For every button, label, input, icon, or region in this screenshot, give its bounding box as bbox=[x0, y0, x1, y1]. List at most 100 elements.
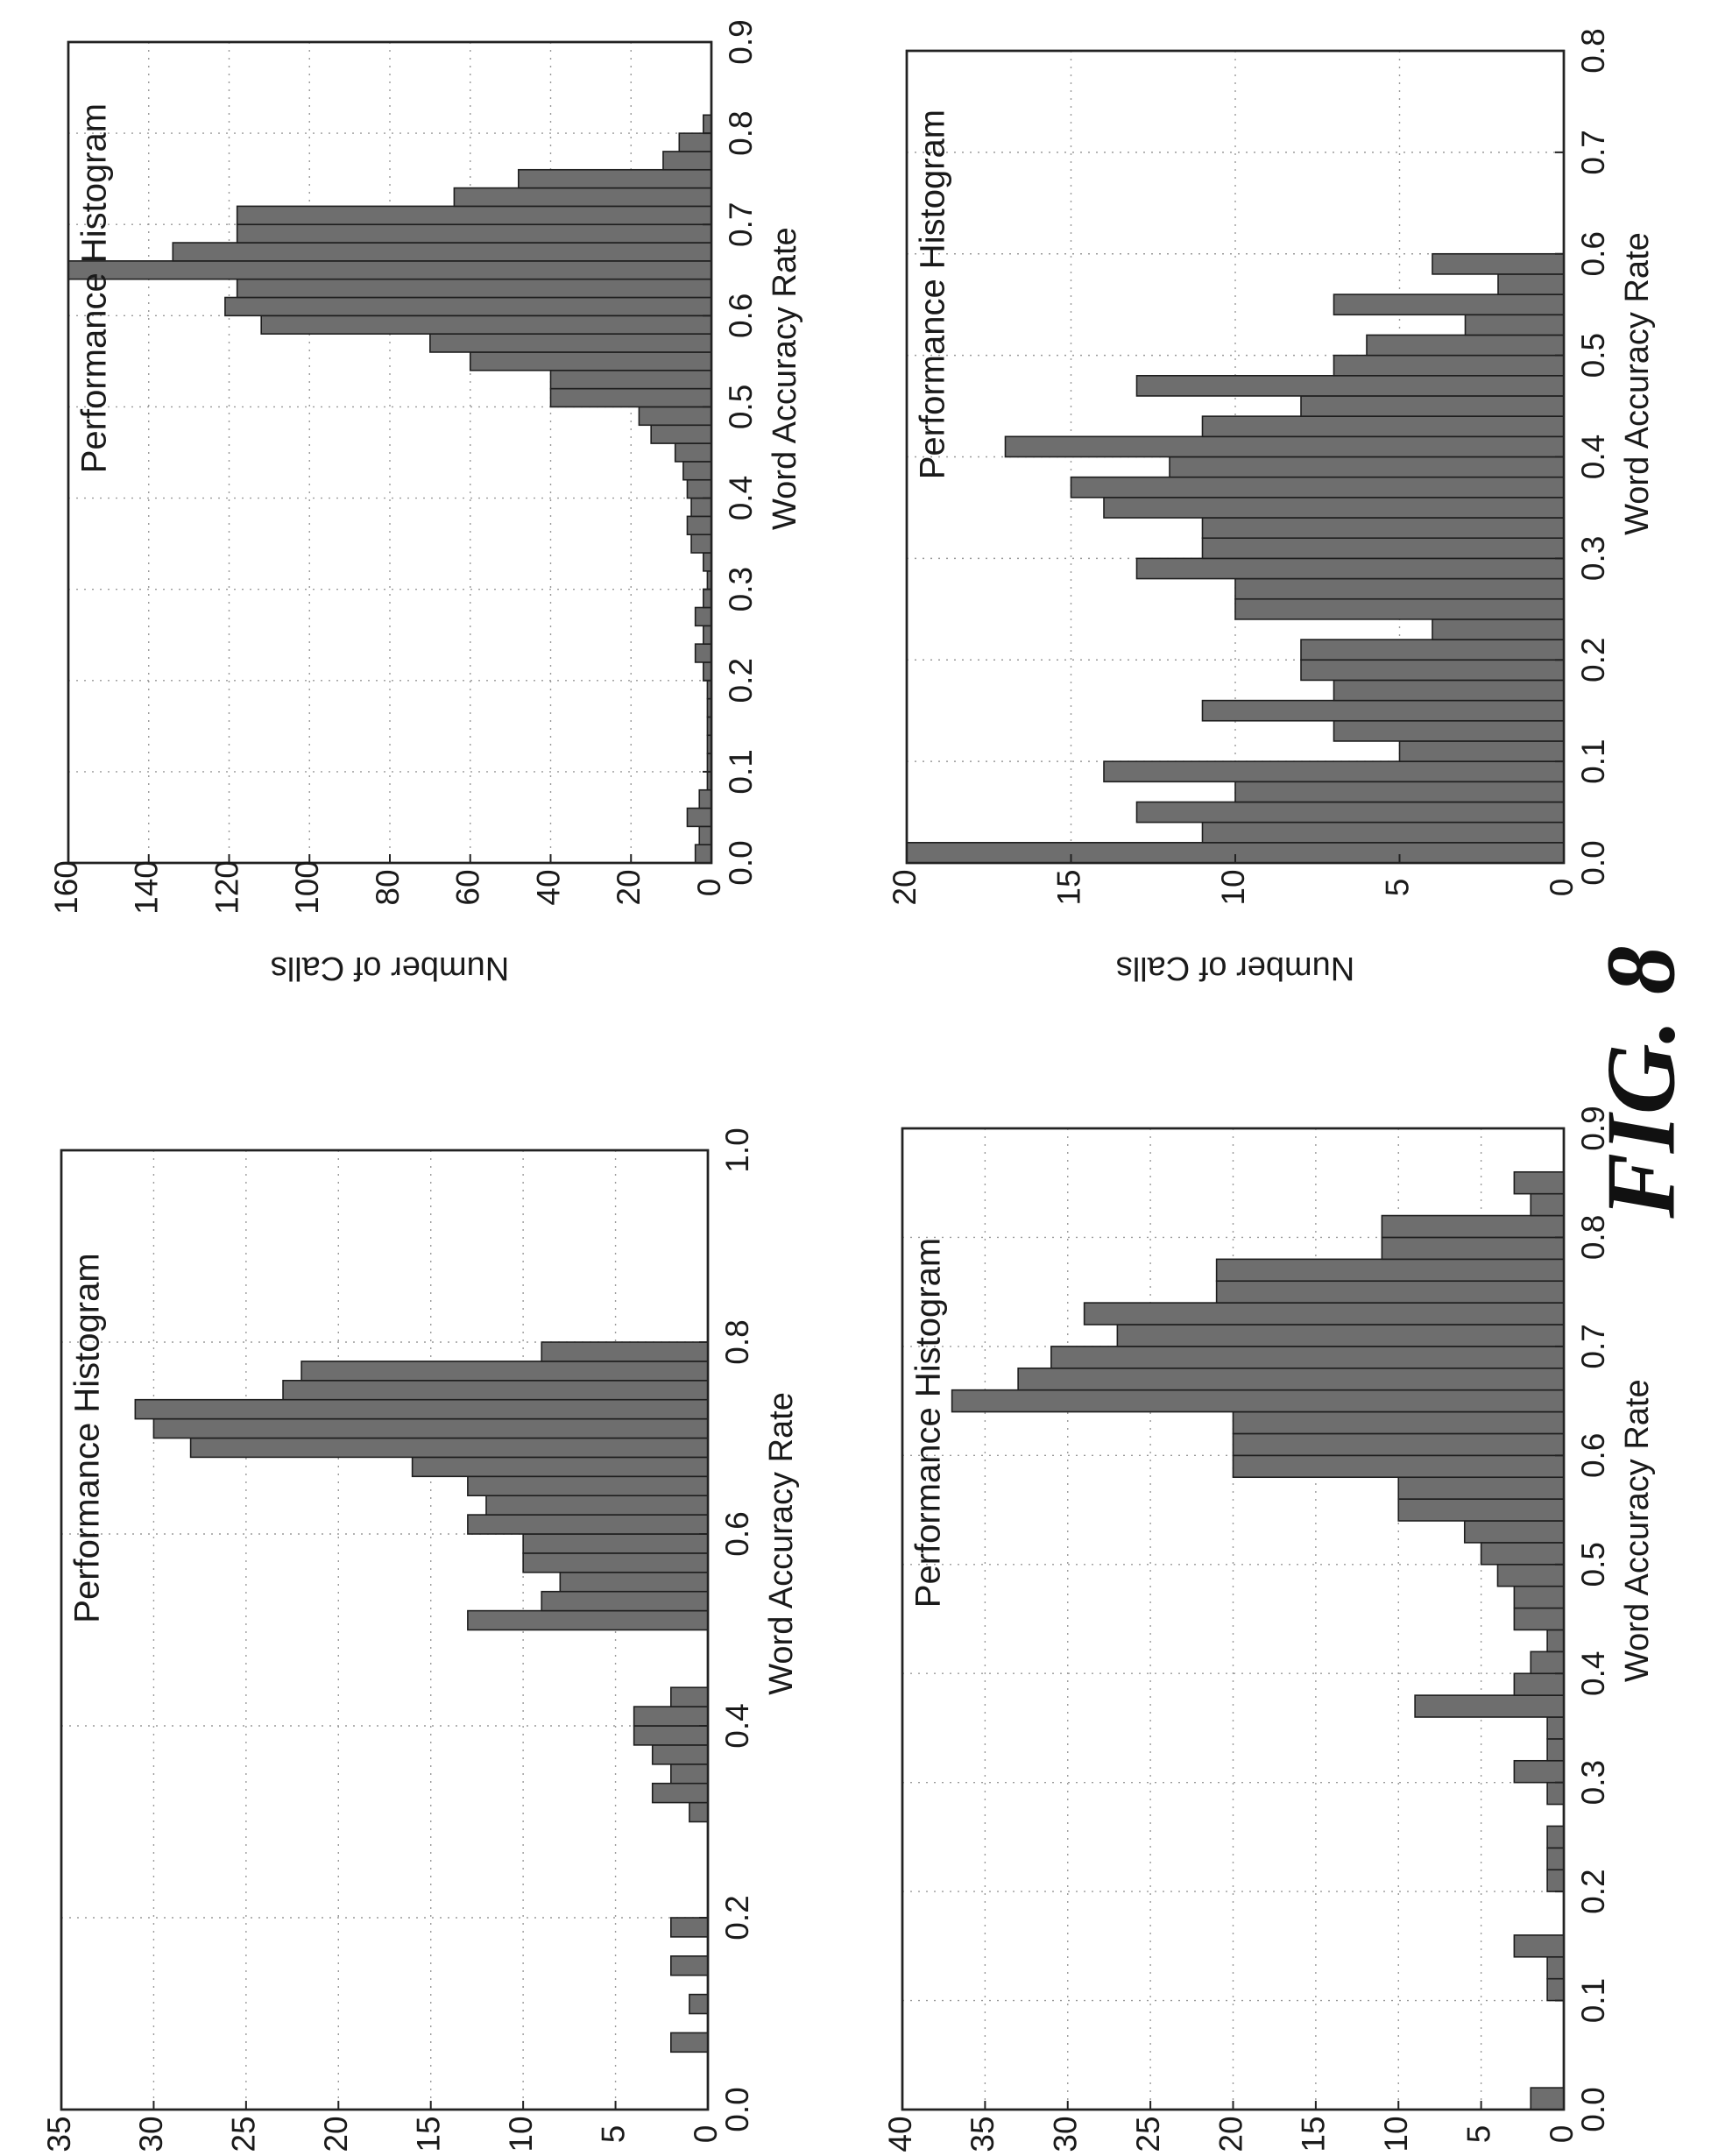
histogram-bar bbox=[1546, 1955, 1565, 1980]
histogram-bar bbox=[1333, 354, 1565, 377]
histogram-bar bbox=[1530, 2087, 1565, 2110]
histogram-bar bbox=[651, 1744, 709, 1765]
y-tick-label: 40 bbox=[882, 2116, 918, 2152]
histogram-bar bbox=[236, 223, 712, 244]
histogram-bar bbox=[1234, 577, 1565, 600]
histogram-bar bbox=[1496, 1563, 1565, 1587]
figure-label: FIG. 8 bbox=[1587, 945, 1696, 1219]
histogram-bar bbox=[1497, 273, 1565, 295]
histogram-bar bbox=[694, 606, 712, 627]
histogram-bar bbox=[1546, 1847, 1565, 1871]
y-tick-label: 5 bbox=[1379, 879, 1415, 897]
x-tick-label: 0.1 bbox=[723, 749, 759, 794]
histogram-bar bbox=[1300, 639, 1565, 661]
histogram-bar bbox=[1546, 1629, 1565, 1653]
x-tick-label: 0.8 bbox=[719, 1319, 755, 1364]
histogram-bar bbox=[703, 588, 712, 609]
x-tick-label: 0.4 bbox=[723, 476, 759, 520]
plot-frame bbox=[60, 1149, 710, 2111]
histogram-bar bbox=[453, 187, 712, 208]
histogram-bar bbox=[1300, 659, 1565, 682]
histogram-bar bbox=[686, 478, 712, 499]
histogram-bar bbox=[1103, 497, 1565, 519]
x-tick-label: 0.5 bbox=[723, 385, 759, 429]
histogram-bar bbox=[1083, 1302, 1565, 1325]
y-tick-label: 30 bbox=[133, 2116, 169, 2152]
histogram-bar bbox=[1480, 1542, 1565, 1566]
histogram-bar bbox=[1232, 1410, 1565, 1435]
y-tick-label: 35 bbox=[965, 2116, 1000, 2152]
y-tick-label: 60 bbox=[450, 869, 486, 905]
histogram-bar bbox=[682, 461, 712, 481]
histogram-bar bbox=[467, 1514, 709, 1535]
histogram-top-right: 0.0 0.1 0.2 0.3 0.4 0.5 0.6 0.7 0.8 0.9 0 20 40 60 80 1… bbox=[48, 19, 803, 986]
y-tick-label: 10 bbox=[1378, 2116, 1414, 2152]
y-tick-label: 140 bbox=[129, 860, 165, 915]
histogram-bar bbox=[1215, 1280, 1565, 1304]
histogram-bar bbox=[633, 1706, 709, 1727]
histogram-bar bbox=[1004, 435, 1565, 458]
chart-title: Performance Histogram bbox=[75, 103, 114, 473]
x-tick-label: 1.0 bbox=[719, 1127, 755, 1172]
x-tick-label: 0.4 bbox=[719, 1703, 755, 1748]
x-tick-label: 0.3 bbox=[1575, 1760, 1611, 1805]
histogram-bar bbox=[1333, 719, 1565, 742]
histogram-bar bbox=[703, 552, 712, 572]
histogram-bar bbox=[411, 1456, 709, 1478]
histogram-bar bbox=[1513, 1672, 1565, 1696]
y-tick-label: 160 bbox=[48, 860, 84, 915]
histogram-bar bbox=[703, 625, 712, 645]
x-tick-label: 0.9 bbox=[1575, 1106, 1611, 1150]
y-tick-label: 10 bbox=[1215, 869, 1251, 905]
y-tick-label: 30 bbox=[1048, 2116, 1084, 2152]
x-tick-label: 0.1 bbox=[1575, 739, 1611, 783]
histogram-bar bbox=[236, 205, 712, 226]
histogram-bar bbox=[689, 1993, 709, 2015]
x-tick-label: 0.0 bbox=[719, 2087, 755, 2131]
x-tick-label: 0.8 bbox=[723, 110, 759, 155]
histogram-bar bbox=[1513, 1170, 1565, 1195]
histogram-bar bbox=[633, 1725, 709, 1746]
histogram-bar bbox=[1333, 293, 1565, 316]
x-tick-label: 0.4 bbox=[1575, 1651, 1611, 1696]
histogram-bottom-left: 0.0 0.1 0.2 0.3 0.4 0.5 0.6 0.7 0.8 0.9 0 5 10 15 20 25… bbox=[882, 1106, 1656, 2152]
y-tick-label: 20 bbox=[887, 869, 923, 905]
histogram-bar bbox=[1234, 781, 1565, 803]
y-tick-label: 5 bbox=[595, 2125, 631, 2144]
histogram-bar bbox=[1116, 1324, 1565, 1347]
histogram-bar bbox=[224, 296, 712, 317]
histogram-bar bbox=[1381, 1214, 1565, 1239]
x-tick-label: 0.6 bbox=[723, 293, 759, 338]
x-tick-label: 0.0 bbox=[723, 840, 759, 885]
x-axis-label: Word Accuracy Rate bbox=[1619, 1379, 1656, 1682]
y-tick-label: 0 bbox=[688, 2125, 724, 2144]
histogram-bar bbox=[1017, 1367, 1565, 1391]
histogram-bar bbox=[1530, 1192, 1565, 1217]
histogram-bar bbox=[1103, 760, 1565, 783]
chart-title: Performance Histogram bbox=[914, 110, 952, 479]
y-tick-label: 0 bbox=[1544, 879, 1580, 897]
histogram-bar bbox=[1232, 1432, 1565, 1457]
histogram-bar bbox=[1464, 314, 1565, 336]
x-tick-label: 0.7 bbox=[1575, 1324, 1611, 1368]
histogram-bar bbox=[282, 1380, 709, 1401]
x-tick-label: 0.0 bbox=[1575, 840, 1611, 885]
x-tick-label: 0.2 bbox=[1575, 1869, 1611, 1913]
y-tick-label: 10 bbox=[503, 2116, 539, 2152]
x-tick-label: 0.2 bbox=[719, 1895, 755, 1940]
x-tick-label: 0.0 bbox=[1575, 2087, 1611, 2131]
x-tick-label: 0.7 bbox=[723, 202, 759, 247]
histogram-bar bbox=[467, 1475, 709, 1497]
histogram-bar bbox=[1366, 334, 1565, 357]
y-tick-label: 15 bbox=[410, 2116, 446, 2152]
histogram-bar bbox=[1234, 597, 1565, 620]
x-tick-label: 0.7 bbox=[1575, 130, 1611, 174]
histogram-bar bbox=[1135, 374, 1565, 397]
x-tick-label: 0.5 bbox=[1575, 333, 1611, 378]
histogram-bar bbox=[670, 2032, 709, 2054]
histogram-bar bbox=[686, 807, 712, 828]
histogram-bar bbox=[678, 132, 712, 152]
y-tick-label: 20 bbox=[1212, 2116, 1248, 2152]
histogram-bar bbox=[650, 424, 712, 444]
